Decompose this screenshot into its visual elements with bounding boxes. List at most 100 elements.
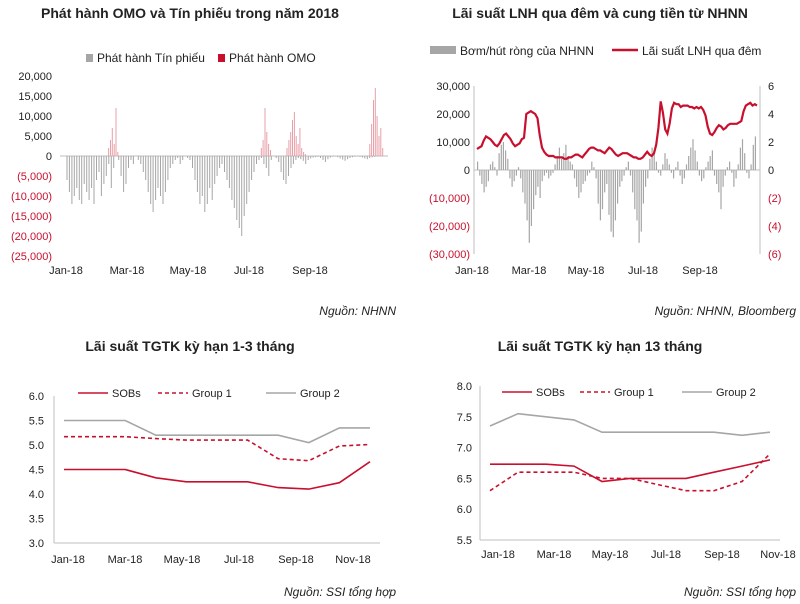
bar	[558, 147, 560, 170]
bar	[258, 156, 260, 160]
bar	[597, 170, 599, 204]
y-tick-label: 10,000	[18, 111, 52, 123]
bar	[578, 170, 580, 198]
bar	[382, 148, 384, 156]
bar	[477, 161, 479, 170]
bar	[748, 170, 750, 179]
series-line-lai-suat-lnh	[476, 101, 758, 160]
bar	[108, 156, 110, 164]
bar	[524, 170, 526, 204]
y-tick-label: 5.5	[457, 535, 472, 547]
bar	[593, 167, 595, 170]
bar	[701, 170, 703, 182]
source-note: Nguồn: SSI tổng hợp	[684, 585, 796, 599]
bar	[535, 170, 537, 196]
x-tick-label: May-18	[170, 265, 207, 277]
bar	[169, 156, 171, 168]
y-right-tick-label: 4	[768, 109, 774, 121]
chart-title: Lãi suất TGTK kỳ hạn 13 tháng	[497, 338, 703, 354]
bar	[147, 156, 149, 192]
bar	[744, 153, 746, 170]
bar	[292, 156, 294, 164]
legend-swatch	[218, 54, 225, 62]
y-tick-label: 5,000	[24, 131, 52, 143]
bar	[610, 170, 612, 232]
legend-label: Phát hành OMO	[229, 51, 316, 65]
bar	[320, 156, 321, 158]
bar	[268, 156, 270, 176]
bar	[378, 136, 380, 156]
y-tick-label: (15,000)	[11, 211, 52, 223]
x-tick-label: May-18	[164, 554, 201, 566]
bar	[599, 170, 601, 221]
bar	[677, 161, 679, 170]
bar	[696, 161, 698, 170]
bar	[625, 167, 627, 170]
bar	[533, 170, 535, 210]
bar	[93, 156, 95, 204]
x-tick-label: Mar-18	[537, 549, 572, 561]
y-tick-label: 5.5	[29, 416, 44, 428]
bar	[507, 158, 509, 170]
bar	[604, 170, 606, 193]
bar	[371, 156, 373, 158]
bar	[76, 156, 78, 188]
bar	[312, 156, 314, 158]
bar	[376, 116, 378, 156]
bar	[634, 170, 636, 210]
bar	[243, 156, 245, 216]
x-tick-label: Sep-18	[292, 265, 327, 277]
bar	[374, 156, 376, 157]
bar	[140, 156, 142, 164]
x-tick-label: Mar-18	[110, 265, 145, 277]
bar	[260, 156, 262, 158]
bar	[260, 148, 262, 156]
bar	[349, 156, 351, 158]
chart-title: Lãi suất LNH qua đêm và cung tiền từ NHN…	[452, 5, 748, 21]
bar	[627, 161, 629, 170]
bar	[584, 170, 586, 182]
bar	[209, 156, 211, 188]
bar	[204, 156, 206, 212]
y-tick-label: 6.0	[29, 391, 44, 403]
panel-omo-tin-phieu: Phát hành OMO và Tín phiếu trong năm 201…	[0, 0, 400, 320]
bar	[366, 156, 368, 160]
bar	[130, 156, 132, 160]
y-tick-label: 6.5	[457, 473, 472, 485]
bar	[68, 156, 70, 192]
bar	[172, 156, 174, 164]
bar	[125, 156, 127, 184]
bar	[115, 108, 117, 156]
bar	[660, 170, 662, 176]
bar	[729, 161, 731, 170]
x-tick-label: Mar-18	[512, 265, 547, 277]
bar	[275, 156, 277, 158]
bar	[293, 112, 295, 156]
y-tick-label: 6.0	[457, 504, 472, 516]
chart-omo-tin-phieu: Phát hành Tín phiếu Phát hành OMO 20,000 15…	[11, 51, 388, 277]
bar	[295, 136, 297, 156]
bar	[128, 156, 129, 168]
bar	[248, 156, 250, 192]
legend-label: SOBs	[536, 387, 565, 399]
bar	[515, 170, 517, 176]
bar	[617, 170, 619, 204]
bar	[569, 161, 571, 170]
bar	[194, 156, 196, 180]
bar	[720, 170, 722, 210]
bar	[556, 156, 558, 170]
bar	[492, 161, 494, 170]
bar	[713, 170, 716, 176]
bar	[545, 170, 548, 173]
bar	[548, 170, 550, 179]
bar	[322, 156, 324, 160]
bar	[251, 156, 253, 180]
bar	[256, 156, 257, 164]
bar	[487, 170, 489, 182]
bar	[236, 156, 238, 220]
x-tick-label: Nov-18	[760, 549, 795, 561]
bar	[157, 156, 159, 188]
bar	[653, 153, 655, 170]
bar	[302, 156, 304, 161]
bar	[347, 156, 349, 160]
